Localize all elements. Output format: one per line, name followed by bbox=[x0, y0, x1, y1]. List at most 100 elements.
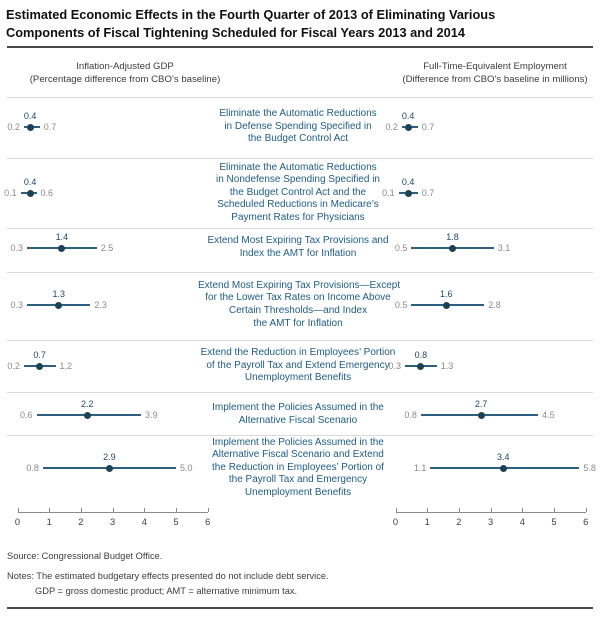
right-panel-subtitle: (Difference from CBO’s baseline in milli… bbox=[402, 73, 588, 85]
employment-axis-tick bbox=[490, 508, 492, 512]
employment-axis-tick-label: 2 bbox=[456, 517, 462, 527]
row-label-line: Extend Most Expiring Tax Provisions and bbox=[207, 235, 389, 247]
gdp-mid-dot bbox=[58, 244, 66, 252]
row-label: Extend Most Expiring Tax Provisions and I… bbox=[198, 235, 398, 260]
gdp-mid-value-label: 0.4 bbox=[23, 110, 37, 121]
gdp-axis-tick bbox=[112, 508, 114, 512]
employment-high-value-label: 0.7 bbox=[421, 188, 435, 198]
row-label: Eliminate the Automatic Reductions in Non… bbox=[198, 162, 398, 225]
row-separator bbox=[7, 340, 593, 341]
employment-low-value-label: 1.1 bbox=[413, 463, 427, 473]
employment-low-value-label: 0.8 bbox=[404, 410, 417, 420]
employment-mid-dot bbox=[442, 301, 450, 309]
right-panel-header: Full-Time-Equivalent Employment (Differe… bbox=[392, 61, 598, 87]
employment-high-value-label: 4.5 bbox=[542, 410, 555, 420]
row-label-line: Implement the Policies Assumed in the bbox=[212, 436, 384, 448]
gdp-high-value-label: 1.2 bbox=[59, 361, 73, 371]
source-note: Source: Congressional Budget Office. bbox=[7, 551, 163, 561]
row-label: Implement the Policies Assumed in the Alt… bbox=[198, 402, 398, 427]
row-label-line: Unemployment Benefits bbox=[244, 372, 352, 384]
row-label-line: Certain Thresholds—and Index bbox=[228, 304, 368, 316]
gdp-mid-value-label: 0.7 bbox=[33, 349, 46, 360]
gdp-low-value-label: 0.2 bbox=[7, 122, 20, 132]
employment-axis-tick-label: 5 bbox=[551, 517, 557, 527]
gdp-high-value-label: 3.9 bbox=[145, 410, 158, 420]
gdp-axis-tick bbox=[80, 508, 82, 512]
row-label-line: Extend Most Expiring Tax Provisions—Exce… bbox=[198, 279, 401, 291]
row-label-line: the Budget Control Act bbox=[247, 133, 349, 145]
gdp-high-value-label: 0.6 bbox=[40, 188, 54, 198]
row-label-line: Alternative Fiscal Scenario bbox=[238, 414, 358, 426]
row-label: Extend the Reduction in Employees’ Porti… bbox=[198, 347, 398, 385]
row-separator bbox=[7, 392, 593, 393]
employment-axis-tick bbox=[554, 508, 555, 512]
employment-axis-tick-label: 3 bbox=[488, 517, 494, 527]
gdp-axis-line bbox=[17, 512, 208, 513]
row-label-line: the AMT for Inflation bbox=[253, 317, 343, 329]
employment-low-value-label: 0.3 bbox=[388, 361, 401, 371]
employment-high-value-label: 5.8 bbox=[583, 463, 596, 473]
employment-mid-dot bbox=[417, 362, 425, 370]
employment-mid-value-label: 0.4 bbox=[401, 110, 415, 121]
row-separator bbox=[7, 228, 593, 229]
gdp-axis-tick-label: 3 bbox=[110, 517, 116, 527]
row-label-line: the Reduction in Employees’ Portion of bbox=[212, 461, 384, 473]
employment-mid-dot bbox=[477, 411, 485, 419]
row-separator bbox=[7, 435, 593, 436]
employment-axis-tick bbox=[585, 508, 587, 512]
left-panel-title: Inflation-Adjusted GDP bbox=[76, 61, 174, 72]
employment-mid-dot bbox=[404, 189, 412, 197]
row-label-line: the Payroll Tax and Emergency bbox=[228, 474, 368, 486]
row-label: Eliminate the Automatic Reductions in Def… bbox=[198, 108, 398, 146]
gdp-axis-tick bbox=[207, 508, 209, 512]
employment-axis-tick bbox=[395, 508, 397, 512]
figure-title: Estimated Economic Effects in the Fourth… bbox=[6, 6, 596, 42]
gdp-axis-tick bbox=[176, 508, 177, 512]
row-label-line: the Budget Control Act and the bbox=[229, 186, 367, 198]
gdp-mid-value-label: 1.3 bbox=[52, 288, 65, 299]
employment-high-value-label: 1.3 bbox=[440, 361, 454, 371]
gdp-axis-tick bbox=[17, 508, 19, 512]
gdp-axis-tick bbox=[49, 508, 51, 512]
row-label: Extend Most Expiring Tax Provisions—Exce… bbox=[198, 279, 401, 330]
gdp-low-value-label: 0.2 bbox=[7, 361, 20, 371]
figure-title-line: Components of Fiscal Tightening Schedule… bbox=[6, 25, 465, 40]
employment-mid-value-label: 3.4 bbox=[497, 451, 510, 462]
row-label-line: Scheduled Reductions in Medicare’s bbox=[217, 199, 379, 211]
left-panel-subtitle: (Percentage difference from CBO’s baseli… bbox=[29, 73, 221, 85]
row-label-line: Extend the Reduction in Employees’ Porti… bbox=[200, 347, 396, 359]
gdp-mid-value-label: 2.9 bbox=[103, 451, 116, 462]
row-label-line: Alternative Fiscal Scenario and Extend bbox=[212, 449, 384, 461]
gdp-mid-dot bbox=[83, 411, 91, 419]
employment-mid-dot bbox=[404, 123, 412, 131]
employment-axis-line bbox=[395, 512, 586, 513]
employment-axis-tick-label: 6 bbox=[583, 517, 589, 527]
gdp-high-value-label: 2.3 bbox=[94, 300, 107, 310]
notes-line-1: Notes: The estimated budgetary effects p… bbox=[7, 571, 329, 581]
employment-high-value-label: 3.1 bbox=[497, 243, 511, 253]
gdp-axis-tick-label: 2 bbox=[78, 517, 84, 527]
gdp-mid-dot bbox=[26, 123, 34, 131]
row-label: Implement the Policies Assumed in the Alt… bbox=[198, 437, 398, 500]
right-panel-title: Full-Time-Equivalent Employment bbox=[423, 61, 567, 72]
gdp-high-value-label: 5.0 bbox=[180, 463, 193, 473]
gdp-axis-tick bbox=[144, 508, 146, 512]
figure-title-line: Estimated Economic Effects in the Fourth… bbox=[6, 7, 496, 22]
row-label-line: for the Lower Tax Rates on Income Above bbox=[205, 292, 391, 304]
bottom-rule bbox=[7, 607, 593, 609]
title-rule bbox=[7, 46, 593, 48]
gdp-axis-tick-label: 1 bbox=[46, 517, 52, 527]
gdp-high-value-label: 2.5 bbox=[100, 243, 114, 253]
gdp-axis-tick-label: 5 bbox=[173, 517, 179, 527]
row-separator bbox=[7, 97, 593, 98]
gdp-mid-dot bbox=[36, 362, 44, 370]
left-panel-header: Inflation-Adjusted GDP (Percentage diffe… bbox=[0, 61, 250, 87]
employment-mid-value-label: 1.6 bbox=[439, 288, 453, 299]
gdp-low-value-label: 0.3 bbox=[10, 300, 24, 310]
notes-line-2: GDP = gross domestic product; AMT = alte… bbox=[35, 586, 298, 596]
gdp-low-value-label: 0.3 bbox=[10, 243, 24, 253]
gdp-axis-tick-label: 0 bbox=[14, 517, 21, 527]
row-label-line: of the Payroll Tax and Extend Emergency bbox=[206, 359, 390, 371]
employment-axis-tick-label: 0 bbox=[392, 517, 399, 527]
